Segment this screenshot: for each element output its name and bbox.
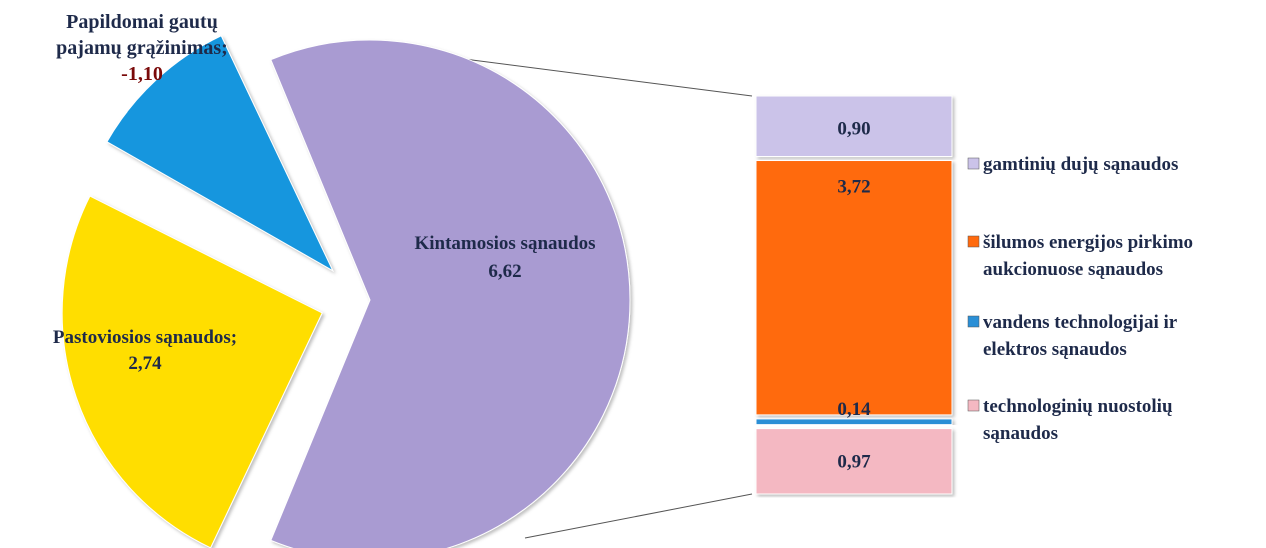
bar-segment-technologiniu-nuostoliu-sanaudos: [755, 428, 953, 495]
legend-label-vandens-technologijai-ir-elektros-sanaudos-0: vandens technologijai ir: [983, 312, 1178, 333]
stacked-bar-chart: 0,90 3,72 0,14 0,97: [755, 95, 953, 495]
legend-swatch-technologiniu-nuostoliu-sanaudos: [967, 399, 980, 412]
legend-swatch-silumos-energijos-pirkimo-aukcionuose-sanaudos: [967, 235, 980, 248]
pie-category-label-papildomai-gautu-pajamu-grazinimas-1: pajamų grąžinimas;: [56, 37, 228, 59]
legend-label-vandens-technologijai-ir-elektros-sanaudos-1: elektros sąnaudos: [983, 339, 1127, 360]
legend-label-silumos-energijos-pirkimo-aukcionuose-sanaudos-1: aukcionuose sąnaudos: [983, 259, 1163, 280]
pie-slice-papildomai-gautu-pajamu-grazinimas: [106, 35, 334, 272]
pie-value-label-papildomai-gautu-pajamu-grazinimas-2: -1,10: [121, 63, 163, 85]
bar-value-label-silumos-energijos-pirkimo-aukcionuose-sanaudos: 3,72: [837, 177, 870, 198]
legend-label-silumos-energijos-pirkimo-aukcionuose-sanaudos-0: šilumos energijos pirkimo: [983, 232, 1193, 253]
pie-labels: Kintamosios sąnaudos 6,62 Pastoviosios sąn…: [53, 11, 596, 374]
pie-slice-kintamosios-sanaudos: [270, 39, 631, 548]
pie-category-label-papildomai-gautu-pajamu-grazinimas-0: Papildomai gautų: [66, 11, 218, 33]
legend-label-gamtiniu-duju-sanaudos-0: gamtinių dujų sąnaudos: [983, 154, 1178, 175]
legend-swatch-gamtiniu-duju-sanaudos: [967, 157, 980, 170]
bar-value-label-vandens-technologijai-ir-elektros-sanaudos: 0,14: [837, 399, 871, 420]
pie-value-label-pastoviosios-sanaudos-1: 2,74: [128, 353, 162, 374]
pie-chart: [61, 35, 631, 548]
pie-category-label-pastoviosios-sanaudos-0: Pastoviosios sąnaudos;: [53, 327, 237, 348]
pie-category-label-kintamosios-sanaudos-0: Kintamosios sąnaudos: [414, 233, 595, 254]
connector-line-bottom: [524, 493, 753, 539]
pie-value-label-kintamosios-sanaudos-1: 6,62: [488, 261, 521, 282]
bar-segment-gamtiniu-duju-sanaudos: [755, 95, 953, 158]
pie-slice-pastoviosios-sanaudos: [61, 195, 323, 548]
legend-label-technologiniu-nuostoliu-sanaudos-1: sąnaudos: [983, 423, 1058, 444]
bar-segment-silumos-energijos-pirkimo-aukcionuose-sanaudos: [755, 160, 953, 416]
legend: gamtinių dujų sąnaudos šilumos energijos …: [967, 154, 1193, 444]
legend-swatch-vandens-technologijai-ir-elektros-sanaudos: [967, 315, 980, 328]
legend-label-technologiniu-nuostoliu-sanaudos-0: technologinių nuostolių: [983, 396, 1173, 417]
bar-value-label-gamtiniu-duju-sanaudos: 0,90: [837, 118, 870, 139]
bar-segment-vandens-technologijai-ir-elektros-sanaudos: [755, 418, 953, 426]
bar-value-label-technologiniu-nuostoliu-sanaudos: 0,97: [837, 451, 871, 472]
